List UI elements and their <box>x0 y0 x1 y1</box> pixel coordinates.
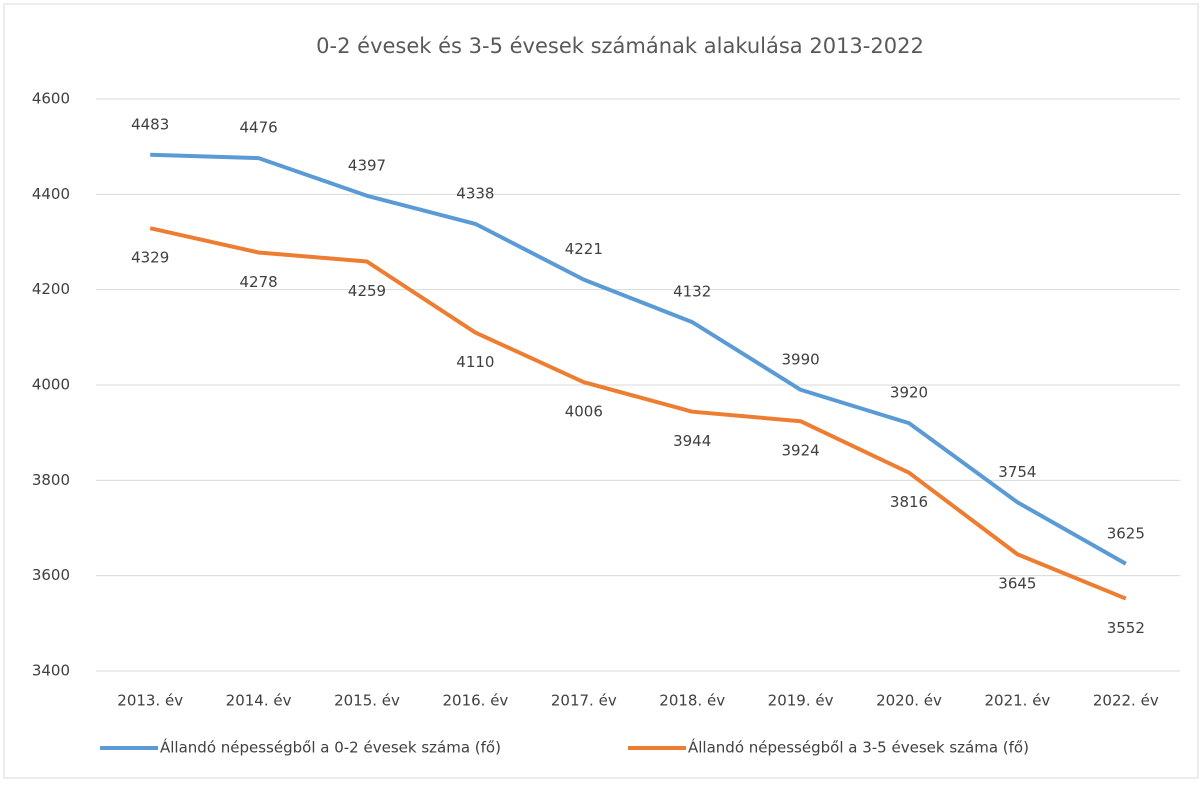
data-label: 4006 <box>565 403 603 421</box>
data-label: 4397 <box>348 156 386 174</box>
y-tick-label: 4600 <box>32 90 70 108</box>
data-label: 3944 <box>673 432 711 450</box>
chart-border <box>3 3 1199 779</box>
y-tick-label: 4400 <box>32 185 70 203</box>
data-label: 3552 <box>1107 619 1145 637</box>
y-tick-label: 3400 <box>32 662 70 680</box>
data-label: 3920 <box>890 384 928 402</box>
x-tick-label: 2013. év <box>117 692 183 710</box>
x-tick-label: 2020. év <box>876 692 942 710</box>
chart-title: 0-2 évesek és 3-5 évesek számának alakul… <box>316 34 924 58</box>
data-label: 3924 <box>782 442 820 460</box>
y-tick-label: 4200 <box>32 280 70 298</box>
data-label: 3816 <box>890 493 928 511</box>
x-tick-label: 2018. év <box>659 692 725 710</box>
x-tick-label: 2021. év <box>984 692 1050 710</box>
x-tick-label: 2019. év <box>768 692 834 710</box>
legend-label: Állandó népességből a 0-2 évesek száma (… <box>160 738 501 757</box>
data-label: 4476 <box>240 119 278 137</box>
legend-label: Állandó népességből a 3-5 évesek száma (… <box>688 738 1029 757</box>
data-label: 4329 <box>131 249 169 267</box>
y-tick-label: 3600 <box>32 566 70 584</box>
data-label: 4483 <box>131 115 169 133</box>
y-tick-label: 3800 <box>32 471 70 489</box>
x-tick-label: 2017. év <box>551 692 617 710</box>
x-tick-label: 2015. év <box>334 692 400 710</box>
data-label: 4110 <box>456 353 494 371</box>
series-line <box>149 226 1127 601</box>
data-label: 4221 <box>565 240 603 258</box>
x-tick-label: 2016. év <box>442 692 508 710</box>
data-label: 3625 <box>1107 524 1145 542</box>
y-tick-label: 4000 <box>32 376 70 394</box>
data-label: 4278 <box>240 273 278 291</box>
data-label: 4259 <box>348 282 386 300</box>
data-label: 4338 <box>456 184 494 202</box>
data-label: 3645 <box>998 575 1036 593</box>
data-label: 3990 <box>782 350 820 368</box>
series-line <box>150 152 1127 566</box>
data-label: 4132 <box>673 283 711 301</box>
x-tick-label: 2014. év <box>226 692 292 710</box>
data-label: 3754 <box>998 463 1036 481</box>
x-tick-label: 2022. év <box>1093 692 1159 710</box>
